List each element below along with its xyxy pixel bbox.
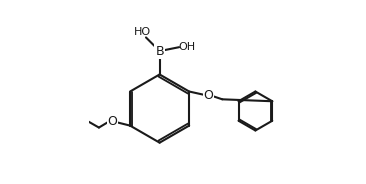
Text: HO: HO — [134, 27, 151, 37]
Text: O: O — [108, 115, 117, 128]
Text: OH: OH — [178, 42, 195, 52]
Text: B: B — [155, 45, 164, 58]
Text: O: O — [204, 89, 214, 102]
